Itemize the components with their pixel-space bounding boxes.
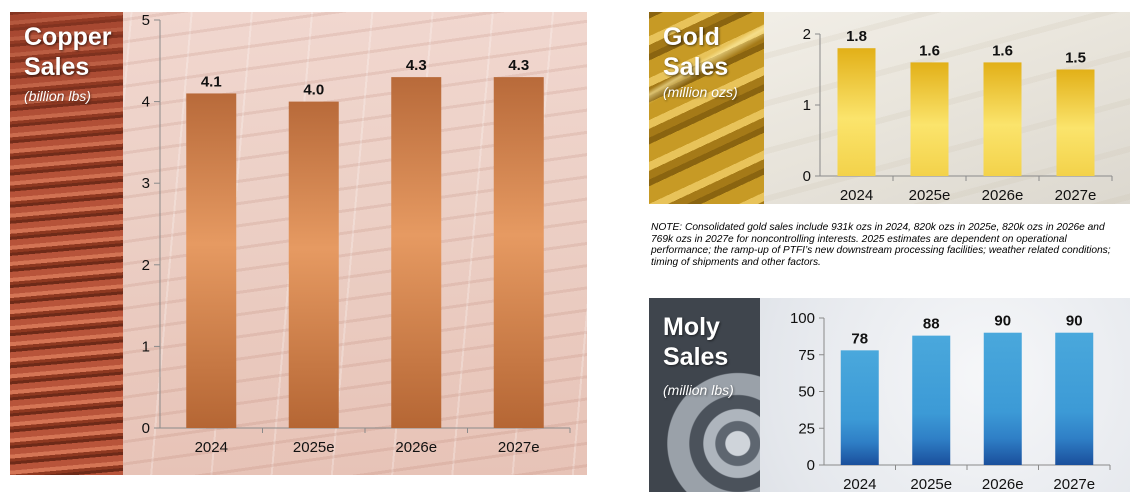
gold-y-tick-label: 2: [803, 26, 811, 43]
copper-bar: [186, 93, 237, 428]
moly-y-tick-label: 100: [790, 310, 815, 327]
gold-bar: [837, 48, 876, 177]
moly-y-tick-label: 50: [798, 384, 815, 401]
copper-y-tick-label: 3: [142, 175, 150, 192]
gold-bar: [910, 62, 949, 176]
moly-data-label: 78: [851, 330, 868, 347]
gold-y-tick-label: 1: [803, 97, 811, 114]
copper-title-line2: Sales: [24, 53, 90, 81]
moly-bar: [983, 332, 1022, 465]
moly-bar: [912, 335, 951, 465]
copper-category-label: 2024: [195, 439, 228, 456]
copper-bar: [391, 77, 442, 429]
gold-category-label: 2027e: [1055, 187, 1097, 204]
copper-category-label: 2025e: [293, 439, 335, 456]
moly-y-tick-label: 25: [798, 420, 815, 437]
gold-category-label: 2025e: [909, 187, 951, 204]
copper-y-tick-label: 2: [142, 257, 150, 274]
moly-title-line1: Moly: [663, 313, 720, 341]
copper-unit-label: (billion lbs): [24, 88, 91, 104]
moly-data-label: 88: [923, 316, 940, 333]
moly-data-label: 90: [994, 313, 1011, 330]
copper-category-label: 2027e: [498, 439, 540, 456]
gold-data-label: 1.6: [992, 42, 1013, 59]
moly-steel-coils-image: [649, 298, 760, 492]
copper-y-tick-label: 5: [142, 12, 150, 29]
copper-data-label: 4.0: [303, 82, 324, 99]
gold-sales-note: NOTE: Consolidated gold sales include 93…: [651, 222, 1111, 268]
moly-category-label: 2024: [843, 476, 876, 493]
copper-category-label: 2026e: [395, 439, 437, 456]
copper-data-label: 4.1: [201, 73, 222, 90]
gold-category-label: 2024: [840, 187, 873, 204]
copper-y-tick-label: 0: [142, 420, 150, 437]
gold-category-label: 2026e: [982, 187, 1024, 204]
gold-unit-label: (million ozs): [663, 84, 738, 100]
moly-data-label: 90: [1066, 313, 1083, 330]
copper-y-tick-label: 1: [142, 338, 150, 355]
gold-bars-image: [649, 12, 764, 204]
moly-category-label: 2027e: [1053, 476, 1095, 493]
moly-category-label: 2026e: [982, 476, 1024, 493]
copper-cathodes-image: [10, 12, 123, 475]
moly-y-tick-label: 0: [807, 457, 815, 474]
copper-data-label: 4.3: [508, 57, 529, 74]
moly-bar: [840, 350, 879, 465]
gold-data-label: 1.8: [846, 28, 867, 45]
moly-unit-label: (million lbs): [663, 382, 734, 398]
moly-category-label: 2025e: [910, 476, 952, 493]
copper-data-label: 4.3: [406, 57, 427, 74]
moly-sales-panel: Moly Sales (million lbs): [649, 298, 1130, 492]
copper-bar: [288, 101, 339, 428]
copper-title-line1: Copper: [24, 23, 112, 51]
gold-data-label: 1.6: [919, 42, 940, 59]
gold-y-tick-label: 0: [803, 168, 811, 185]
copper-bar: [493, 77, 544, 429]
moly-title-line2: Sales: [663, 343, 729, 371]
moly-y-tick-label: 75: [798, 347, 815, 364]
moly-bar: [1055, 332, 1094, 465]
gold-title-line2: Sales: [663, 53, 729, 81]
gold-bar: [983, 62, 1022, 176]
gold-title-line1: Gold: [663, 23, 720, 51]
copper-y-tick-label: 4: [142, 94, 150, 111]
gold-data-label: 1.5: [1065, 50, 1086, 67]
gold-bar: [1056, 69, 1095, 176]
